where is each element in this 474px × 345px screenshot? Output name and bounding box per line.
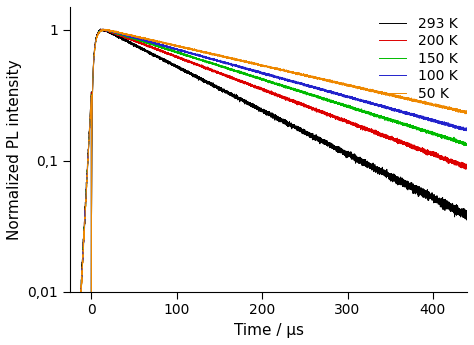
50 K xyxy=(83,186,89,190)
100 K xyxy=(91,58,97,62)
50 K xyxy=(443,105,449,109)
50 K xyxy=(69,310,75,314)
100 K xyxy=(67,310,73,314)
200 K xyxy=(83,183,89,187)
50 K xyxy=(464,111,470,115)
Line: 293 K: 293 K xyxy=(70,29,467,312)
X-axis label: Time / μs: Time / μs xyxy=(234,323,303,338)
200 K xyxy=(464,162,470,166)
100 K xyxy=(69,310,75,314)
100 K xyxy=(443,122,449,126)
100 K xyxy=(145,39,151,43)
293 K xyxy=(69,310,75,314)
Y-axis label: Normalized PL intensity: Normalized PL intensity xyxy=(7,59,22,240)
50 K xyxy=(91,59,97,63)
Legend: 293 K, 200 K, 150 K, 100 K, 50 K: 293 K, 200 K, 150 K, 100 K, 50 K xyxy=(373,11,463,106)
100 K xyxy=(464,128,470,132)
100 K xyxy=(261,71,267,76)
293 K xyxy=(67,310,73,314)
293 K xyxy=(100,27,106,31)
200 K xyxy=(91,57,97,61)
200 K xyxy=(67,310,73,314)
Line: 50 K: 50 K xyxy=(70,29,467,312)
150 K xyxy=(67,310,73,314)
293 K xyxy=(145,49,151,53)
150 K xyxy=(83,186,89,190)
150 K xyxy=(145,41,151,45)
150 K xyxy=(91,58,97,62)
50 K xyxy=(106,27,111,31)
293 K xyxy=(443,206,449,210)
200 K xyxy=(145,45,151,49)
150 K xyxy=(261,77,267,81)
200 K xyxy=(101,27,107,31)
200 K xyxy=(443,157,449,161)
150 K xyxy=(69,310,75,314)
293 K xyxy=(261,108,267,112)
293 K xyxy=(91,56,97,60)
150 K xyxy=(443,136,449,140)
200 K xyxy=(261,89,267,93)
Line: 150 K: 150 K xyxy=(70,29,467,312)
Line: 200 K: 200 K xyxy=(70,29,467,312)
Line: 100 K: 100 K xyxy=(70,29,467,312)
100 K xyxy=(83,187,89,191)
150 K xyxy=(102,27,108,31)
50 K xyxy=(261,64,267,68)
293 K xyxy=(464,212,470,216)
50 K xyxy=(67,310,73,314)
293 K xyxy=(83,185,89,189)
150 K xyxy=(464,142,470,146)
200 K xyxy=(69,310,75,314)
50 K xyxy=(145,37,151,41)
100 K xyxy=(101,27,107,31)
